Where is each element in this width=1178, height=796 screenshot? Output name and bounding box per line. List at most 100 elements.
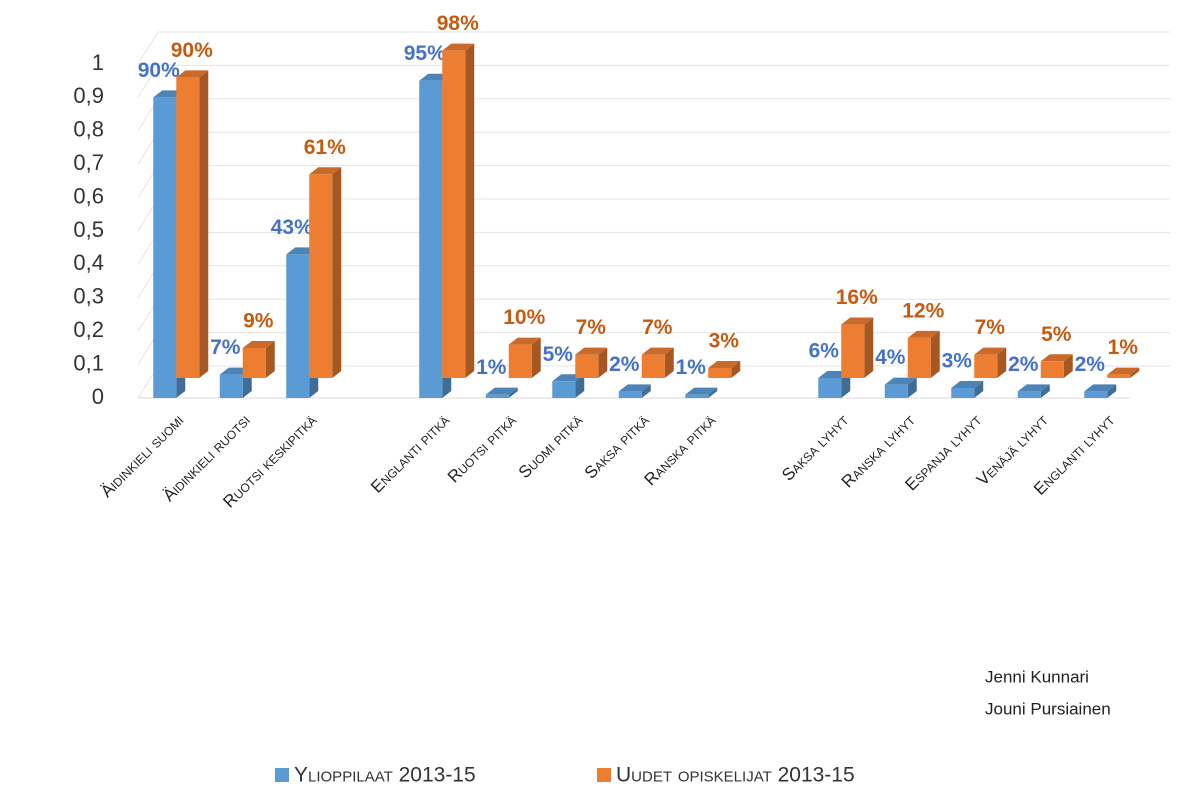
- data-label: 90%: [138, 59, 180, 82]
- bar-front: [153, 97, 177, 399]
- y-tick-label: 0,8: [73, 117, 104, 142]
- data-label: 6%: [809, 340, 840, 363]
- bar: [708, 360, 741, 378]
- bar-top: [618, 384, 651, 392]
- bar: [974, 347, 1007, 378]
- data-label: 5%: [543, 343, 574, 366]
- bar-front: [618, 391, 642, 398]
- bar-side: [265, 340, 275, 378]
- bar-top: [485, 387, 518, 395]
- bar: [884, 377, 917, 398]
- bar-front: [442, 50, 466, 379]
- x-tick-label: Ranska pitkä: [641, 411, 720, 490]
- bar-side: [1107, 384, 1117, 398]
- data-label: 5%: [1041, 323, 1072, 346]
- bar-front: [419, 80, 443, 398]
- bar-top: [708, 360, 741, 368]
- bar-side: [731, 360, 741, 378]
- y-tick-label: 0,4: [73, 250, 104, 275]
- grid-line: [137, 98, 1170, 132]
- data-label: 95%: [404, 42, 446, 65]
- bar-front: [286, 254, 310, 398]
- bar-front: [907, 337, 931, 378]
- data-label: 98%: [437, 12, 479, 35]
- data-label: 4%: [875, 346, 906, 369]
- y-tick-label: 0: [92, 384, 104, 409]
- bar-front: [685, 394, 709, 398]
- data-label: 2%: [1075, 353, 1106, 376]
- data-label: 16%: [836, 286, 878, 309]
- grid-line: [137, 131, 1170, 165]
- bar-front: [219, 374, 243, 398]
- data-label: 1%: [1108, 336, 1139, 359]
- bar: [309, 167, 342, 378]
- data-label: 9%: [243, 309, 274, 332]
- data-label: 12%: [902, 299, 944, 322]
- y-tick-label: 0,3: [73, 284, 104, 309]
- bar: [508, 337, 541, 378]
- bar-side: [997, 347, 1007, 378]
- bar-front: [951, 387, 975, 398]
- bar: [907, 330, 940, 378]
- bar-side: [531, 337, 541, 378]
- data-label: 2%: [609, 353, 640, 376]
- bar-top: [242, 340, 275, 348]
- bar-front: [641, 354, 665, 378]
- bar-front: [1017, 391, 1041, 398]
- bar-side: [199, 70, 209, 379]
- legend-label: Ylioppilaat 2013-15: [294, 764, 476, 787]
- bar-side: [641, 384, 651, 398]
- bar: [641, 347, 674, 378]
- bar-top: [974, 347, 1007, 355]
- bar-top: [884, 377, 917, 385]
- bar-front: [884, 384, 908, 398]
- bar: [575, 347, 608, 378]
- bar: [618, 384, 651, 398]
- grid-line: [137, 64, 1170, 98]
- bar-front: [974, 354, 998, 378]
- bar-top: [685, 387, 718, 395]
- bar-front: [485, 394, 509, 398]
- legend-label: Uudet opiskelijat 2013-15: [616, 764, 855, 787]
- bar-top: [309, 167, 342, 175]
- bar-top: [176, 70, 209, 78]
- legend-swatch: [275, 768, 289, 782]
- bar: [1084, 384, 1117, 398]
- bar-side: [974, 380, 984, 398]
- bar-side: [575, 374, 585, 398]
- y-tick-label: 0,9: [73, 83, 104, 108]
- bar: [176, 70, 209, 379]
- bar-top: [907, 330, 940, 338]
- bar-top: [575, 347, 608, 355]
- bar-front: [1107, 374, 1131, 378]
- bar: [242, 340, 275, 378]
- annotation: Jenni Kunnari: [985, 667, 1089, 686]
- bar-front: [508, 344, 532, 378]
- bar-side: [1063, 354, 1073, 378]
- data-label: 7%: [576, 316, 607, 339]
- bar-front: [309, 174, 333, 378]
- bar-side: [1040, 384, 1050, 398]
- data-label: 3%: [709, 330, 740, 353]
- bar: [442, 43, 475, 379]
- bar-front: [708, 367, 732, 378]
- bar-side: [332, 167, 342, 378]
- bar: [951, 380, 984, 398]
- bar: [1107, 367, 1140, 378]
- x-tick-label: Saksa pitkä: [581, 411, 653, 483]
- bar: [485, 387, 518, 398]
- bar-top: [951, 380, 984, 388]
- annotation: Jouni Pursiainen: [985, 699, 1111, 718]
- x-tick-label: Englanti pitkä: [367, 411, 453, 497]
- bar-top: [841, 317, 874, 325]
- y-tick-label: 0,6: [73, 183, 104, 208]
- bar-side: [930, 330, 940, 378]
- bar-front: [1040, 361, 1064, 378]
- y-tick-label: 0,7: [73, 150, 104, 175]
- bar-front: [841, 324, 865, 378]
- data-label: 90%: [171, 39, 213, 62]
- y-tick-label: 0,1: [73, 350, 104, 375]
- bar-top: [1107, 367, 1140, 375]
- bar-side: [664, 347, 674, 378]
- x-tick-label: Ruotsi pitkä: [444, 411, 520, 487]
